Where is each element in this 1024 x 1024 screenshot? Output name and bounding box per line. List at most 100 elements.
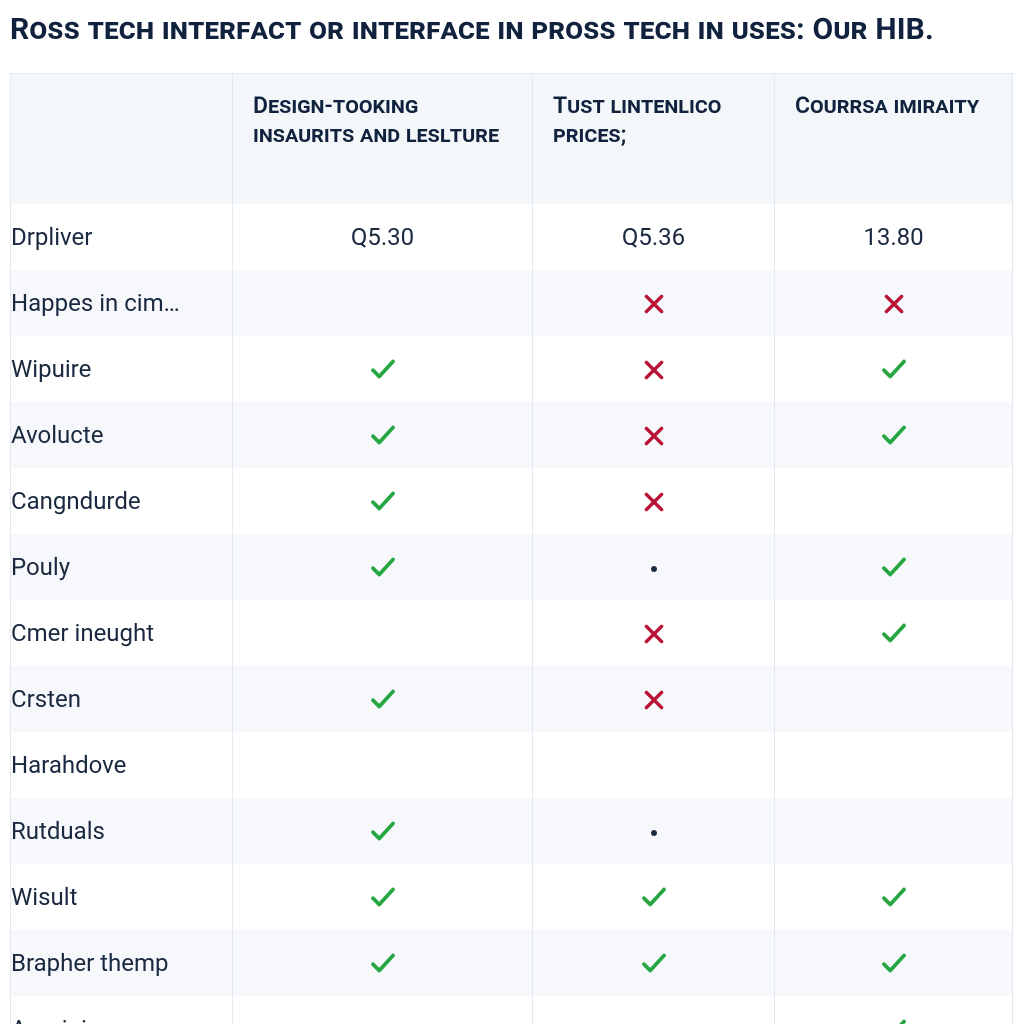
col-header-feature — [11, 74, 233, 205]
check-icon — [879, 948, 909, 978]
table-row: Wisult — [11, 864, 1013, 930]
cross-icon — [641, 621, 667, 647]
value-cell-2 — [533, 468, 775, 534]
dot-icon — [651, 566, 657, 572]
value-cell-1: Q5.30 — [233, 204, 533, 270]
cross-icon — [641, 357, 667, 383]
table-row: Drpliver Q5.30 Q5.36 13.80 — [11, 204, 1013, 270]
feature-cell: Brapher themp — [11, 930, 233, 996]
cross-icon — [641, 291, 667, 317]
value-cell-2 — [533, 798, 775, 864]
check-icon — [368, 882, 398, 912]
value-cell-2 — [533, 600, 775, 666]
value-cell-1 — [233, 666, 533, 732]
check-icon — [879, 552, 909, 582]
value-cell-2 — [533, 402, 775, 468]
value-cell-3 — [775, 732, 1013, 798]
value-cell-2: Q5.36 — [533, 204, 775, 270]
table-row: Cangndurde — [11, 468, 1013, 534]
cell-text: Q5.36 — [622, 223, 685, 251]
value-cell-3 — [775, 930, 1013, 996]
check-icon — [879, 420, 909, 450]
feature-cell: Cangndurde — [11, 468, 233, 534]
table-row: Rutduals — [11, 798, 1013, 864]
value-cell-3 — [775, 534, 1013, 600]
check-icon — [639, 948, 669, 978]
table-row: Pouly — [11, 534, 1013, 600]
cross-icon — [641, 489, 667, 515]
value-cell-3 — [775, 666, 1013, 732]
check-icon — [368, 354, 398, 384]
check-icon — [368, 552, 398, 582]
feature-cell: Cmer ineught — [11, 600, 233, 666]
value-cell-3 — [775, 798, 1013, 864]
col-header-3: Courrsa imiraity — [775, 74, 1013, 205]
table-row: Appripics — [11, 996, 1013, 1024]
col-header-2: Tust lintenlico prices; — [533, 74, 775, 205]
feature-cell: Harahdove — [11, 732, 233, 798]
feature-cell: Wisult — [11, 864, 233, 930]
value-cell-3 — [775, 468, 1013, 534]
feature-cell: Drpliver — [11, 204, 233, 270]
check-icon — [368, 486, 398, 516]
value-cell-2 — [533, 732, 775, 798]
table-row: Avolucte — [11, 402, 1013, 468]
feature-cell: Avolucte — [11, 402, 233, 468]
value-cell-3 — [775, 402, 1013, 468]
table-row: Brapher themp — [11, 930, 1013, 996]
feature-cell: Crsten — [11, 666, 233, 732]
check-icon — [368, 816, 398, 846]
cross-icon — [881, 291, 907, 317]
value-cell-3 — [775, 270, 1013, 336]
value-cell-3 — [775, 864, 1013, 930]
check-icon — [879, 1014, 909, 1024]
value-cell-3 — [775, 996, 1013, 1024]
value-cell-1 — [233, 270, 533, 336]
col-header-1: Design-tooking insaurits and leslture — [233, 74, 533, 205]
table-row: Harahdove — [11, 732, 1013, 798]
value-cell-2 — [533, 864, 775, 930]
value-cell-2 — [533, 534, 775, 600]
value-cell-2 — [533, 336, 775, 402]
cell-text: Q5.30 — [351, 223, 414, 251]
page-title: Ross tech interfact or interface in pros… — [10, 12, 1016, 47]
check-icon — [639, 882, 669, 912]
check-icon — [879, 618, 909, 648]
feature-cell: Wipuire — [11, 336, 233, 402]
value-cell-3 — [775, 336, 1013, 402]
value-cell-1 — [233, 402, 533, 468]
cross-icon — [641, 423, 667, 449]
table-row: Wipuire — [11, 336, 1013, 402]
dot-icon — [651, 830, 657, 836]
value-cell-1 — [233, 336, 533, 402]
check-icon — [368, 948, 398, 978]
cross-icon — [641, 687, 667, 713]
check-icon — [368, 684, 398, 714]
value-cell-1 — [233, 468, 533, 534]
value-cell-2 — [533, 270, 775, 336]
value-cell-1 — [233, 864, 533, 930]
check-icon — [368, 420, 398, 450]
table-header-row: Design-tooking insaurits and leslture Tu… — [11, 74, 1013, 205]
value-cell-2 — [533, 996, 775, 1024]
value-cell-1 — [233, 930, 533, 996]
value-cell-2 — [533, 666, 775, 732]
feature-cell: Pouly — [11, 534, 233, 600]
feature-cell: Appripics — [11, 996, 233, 1024]
value-cell-2 — [533, 930, 775, 996]
value-cell-3: 13.80 — [775, 204, 1013, 270]
value-cell-1 — [233, 732, 533, 798]
comparison-table: Design-tooking insaurits and leslture Tu… — [10, 73, 1013, 1024]
value-cell-1 — [233, 996, 533, 1024]
value-cell-1 — [233, 600, 533, 666]
feature-cell: Rutduals — [11, 798, 233, 864]
table-row: Cmer ineught — [11, 600, 1013, 666]
value-cell-1 — [233, 798, 533, 864]
table-row: Crsten — [11, 666, 1013, 732]
value-cell-1 — [233, 534, 533, 600]
value-cell-3 — [775, 600, 1013, 666]
check-icon — [879, 882, 909, 912]
check-icon — [879, 354, 909, 384]
feature-cell: Happes in cim… — [11, 270, 233, 336]
cell-text: 13.80 — [863, 223, 923, 251]
